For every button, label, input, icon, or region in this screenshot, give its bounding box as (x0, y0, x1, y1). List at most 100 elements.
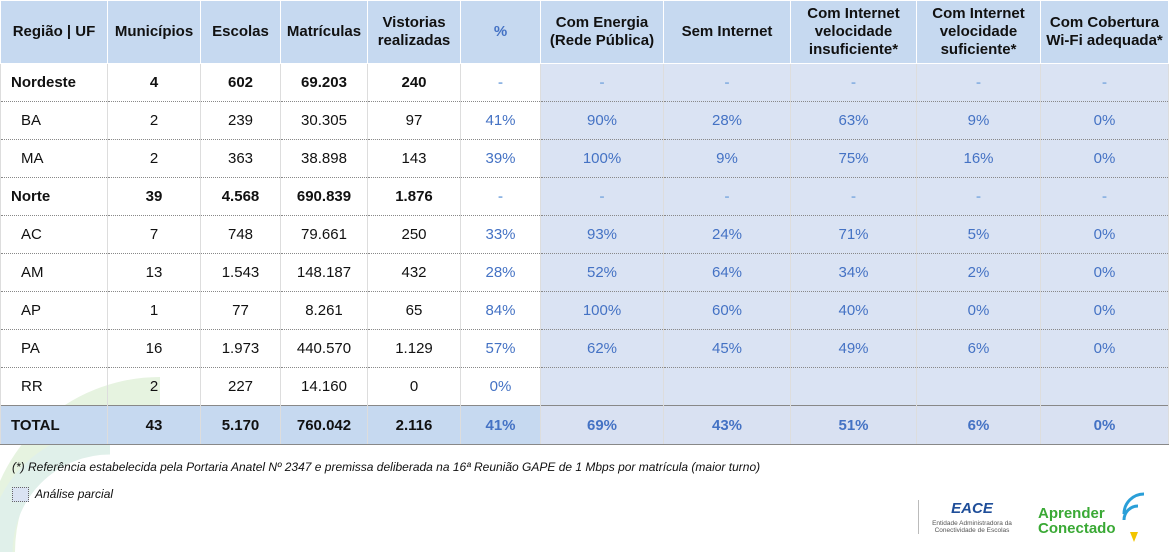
header-cell: Com Internet velocidade insuficiente* (790, 0, 917, 64)
state-row: MA 2 363 38.898 143 39% 100% 9% 75% 16% 0% (0, 139, 1169, 178)
cell: 14.160 (280, 367, 368, 406)
cell: 39% (460, 139, 541, 178)
cell (540, 367, 664, 406)
cell: 63% (790, 101, 917, 140)
cell: - (1040, 63, 1169, 102)
legend-swatch (12, 487, 29, 503)
cell: 240 (367, 63, 461, 102)
cell: 52% (540, 253, 664, 292)
cell: 4 (107, 63, 201, 102)
cell: - (916, 63, 1041, 102)
cell: 1.543 (200, 253, 281, 292)
cell: 60% (663, 291, 791, 330)
cell: 2 (107, 139, 201, 178)
cell: 90% (540, 101, 664, 140)
region-row: Nordeste 4 602 69.203 240- - - - - - (0, 63, 1169, 102)
cell: 69.203 (280, 63, 368, 102)
cell: 0% (1040, 101, 1169, 140)
cell: 6% (916, 405, 1041, 445)
cell: - (663, 177, 791, 216)
cell: AM (0, 253, 108, 292)
header-cell: Escolas (200, 0, 281, 64)
cell: 84% (460, 291, 541, 330)
region-row: Norte 39 4.568 690.839 1.876- - - - - - (0, 177, 1169, 216)
header-cell: Com Cobertura Wi-Fi adequada* (1040, 0, 1169, 64)
cell: 71% (790, 215, 917, 254)
eace-subtitle: Entidade Administradora da Conectividade… (932, 520, 1012, 534)
cell: 28% (460, 253, 541, 292)
cell: 0% (1040, 405, 1169, 445)
cell: 602 (200, 63, 281, 102)
cell: 250 (367, 215, 461, 254)
cell: 51% (790, 405, 917, 445)
cell: RR (0, 367, 108, 406)
cell: 0% (1040, 139, 1169, 178)
header-cell: Com Energia (Rede Pública) (540, 0, 664, 64)
cell: 0 (367, 367, 461, 406)
state-row: AM 13 1.543 148.187 432 28% 52% 64% 34% 2% 0% (0, 253, 1169, 292)
cell: 432 (367, 253, 461, 292)
cell: 16% (916, 139, 1041, 178)
cell: 100% (540, 139, 664, 178)
data-table: Região | UF Municípios Escolas Matrículas Vi… (0, 0, 1169, 445)
cell: 1.129 (367, 329, 461, 368)
header-cell: Com Internet velocidade suficiente* (916, 0, 1041, 64)
header-cell: % (460, 0, 541, 64)
cell: 227 (200, 367, 281, 406)
cell: 65 (367, 291, 461, 330)
cell: - (790, 63, 917, 102)
cell: 69% (540, 405, 664, 445)
cell: 57% (460, 329, 541, 368)
cell: 0% (1040, 291, 1169, 330)
cell: 62% (540, 329, 664, 368)
cell: 4.568 (200, 177, 281, 216)
cell: AP (0, 291, 108, 330)
legend: Análise parcial (12, 487, 114, 503)
cell: MA (0, 139, 108, 178)
state-row: RR 2 227 14.160 0 0% (0, 367, 1169, 406)
state-row: AC 7 748 79.661 250 33% 93% 24% 71% 5% 0% (0, 215, 1169, 254)
legend-label: Análise parcial (35, 487, 114, 501)
header-cell: Municípios (107, 0, 201, 64)
state-row: BA 2 239 30.305 97 41% 90% 28% 63% 9% 0% (0, 101, 1169, 140)
cell: - (1040, 177, 1169, 216)
cell: 40% (790, 291, 917, 330)
cell: - (790, 177, 917, 216)
cell: 0% (460, 367, 541, 406)
eace-name: EACE (951, 500, 993, 517)
cell: 5.170 (200, 405, 281, 445)
cell: 24% (663, 215, 791, 254)
cell: 100% (540, 291, 664, 330)
cell: - (663, 63, 791, 102)
cell: 363 (200, 139, 281, 178)
cell: 2.116 (367, 405, 461, 445)
footnote: (*) Referência estabelecida pela Portari… (12, 460, 761, 474)
cell: 13 (107, 253, 201, 292)
cell: - (460, 177, 541, 216)
cell: 43% (663, 405, 791, 445)
cell: 41% (460, 101, 541, 140)
cell (663, 367, 791, 406)
cell: 6% (916, 329, 1041, 368)
state-row: AP 1 77 8.261 65 84% 100% 60% 40% 0% 0% (0, 291, 1169, 330)
cell: 5% (916, 215, 1041, 254)
cell: 38.898 (280, 139, 368, 178)
cell: AC (0, 215, 108, 254)
cell: 0% (1040, 215, 1169, 254)
cell: 690.839 (280, 177, 368, 216)
cell: TOTAL (0, 405, 108, 445)
total-row: TOTAL 43 5.170 760.042 2.116 41% 69% 43% 51% 6% 0% (0, 405, 1169, 445)
cell: 2 (107, 367, 201, 406)
cell: 64% (663, 253, 791, 292)
cell: - (540, 63, 664, 102)
cell: Norte (0, 177, 108, 216)
cell: 16 (107, 329, 201, 368)
cell: 748 (200, 215, 281, 254)
cell: 440.570 (280, 329, 368, 368)
cell: 239 (200, 101, 281, 140)
cell: - (540, 177, 664, 216)
cell: 49% (790, 329, 917, 368)
cell: 0% (916, 291, 1041, 330)
cell: 77 (200, 291, 281, 330)
cell: 30.305 (280, 101, 368, 140)
